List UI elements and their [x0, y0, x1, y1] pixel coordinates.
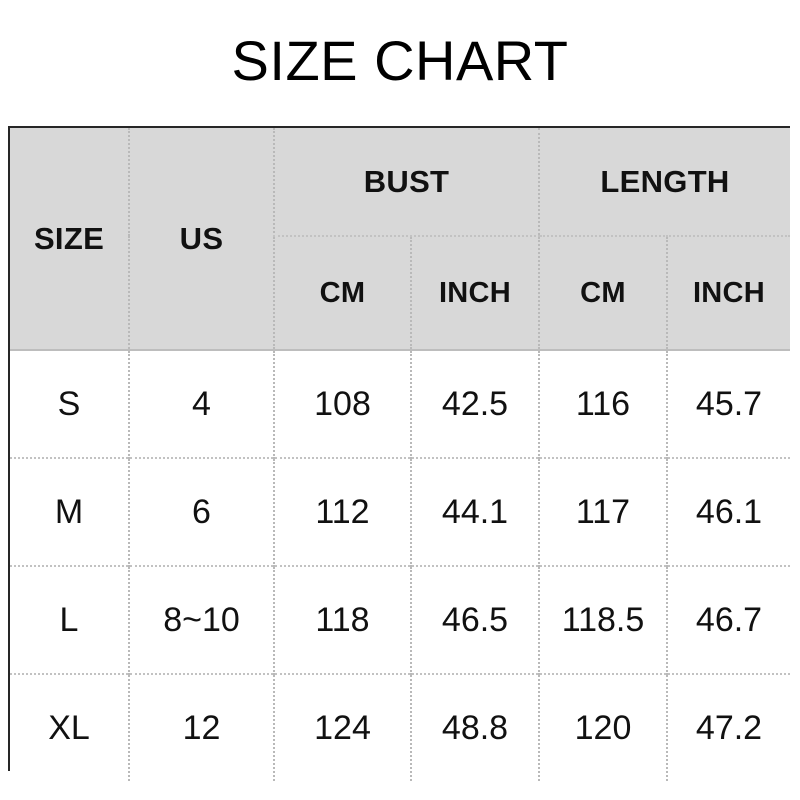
column-header-length-cm: CM	[538, 236, 667, 351]
cell-us: 8~10	[128, 565, 274, 674]
cell-length-cm: 117	[538, 457, 667, 566]
cell-bust-inch: 42.5	[410, 350, 539, 458]
table-row: S 4 108 42.5 116 45.7	[10, 350, 790, 458]
cell-us: 6	[128, 457, 274, 566]
size-chart-table-container: SIZE US BUST LENGTH CM INCH CM INCH S 4 …	[8, 126, 790, 781]
cell-bust-inch: 48.8	[410, 673, 539, 781]
table-row: M 6 112 44.1 117 46.1	[10, 457, 790, 566]
cell-size: L	[10, 565, 129, 674]
cell-length-cm: 118.5	[538, 565, 667, 674]
size-chart-table: SIZE US BUST LENGTH CM INCH CM INCH S 4 …	[10, 128, 790, 781]
table-row: XL 12 124 48.8 120 47.2	[10, 673, 790, 781]
cell-length-inch: 45.7	[666, 350, 790, 458]
cell-bust-cm: 124	[273, 673, 411, 781]
cell-size: S	[10, 350, 129, 458]
cell-size: M	[10, 457, 129, 566]
cell-us: 4	[128, 350, 274, 458]
cell-bust-inch: 44.1	[410, 457, 539, 566]
cell-us: 12	[128, 673, 274, 781]
cell-length-inch: 47.2	[666, 673, 790, 781]
column-header-us: US	[128, 128, 274, 351]
cell-bust-cm: 108	[273, 350, 411, 458]
page-title: SIZE CHART	[231, 29, 569, 92]
column-header-size: SIZE	[10, 128, 129, 351]
cell-length-cm: 120	[538, 673, 667, 781]
table-header: SIZE US BUST LENGTH CM INCH CM INCH	[10, 128, 790, 351]
table-header-row-groups: SIZE US BUST LENGTH	[10, 128, 790, 351]
cell-size: XL	[10, 673, 129, 781]
cell-length-inch: 46.7	[666, 565, 790, 674]
column-header-bust: BUST	[273, 128, 539, 237]
cell-bust-cm: 112	[273, 457, 411, 566]
table-body: S 4 108 42.5 116 45.7 M 6 112 44.1 117 4…	[10, 350, 790, 781]
column-header-length-inch: INCH	[666, 236, 790, 351]
column-header-bust-inch: INCH	[410, 236, 539, 351]
cell-bust-cm: 118	[273, 565, 411, 674]
cell-length-cm: 116	[538, 350, 667, 458]
table-header-row-units: CM INCH CM INCH	[10, 236, 790, 351]
cell-bust-inch: 46.5	[410, 565, 539, 674]
cell-length-inch: 46.1	[666, 457, 790, 566]
column-header-bust-cm: CM	[273, 236, 411, 351]
table-row: L 8~10 118 46.5 118.5 46.7	[10, 565, 790, 674]
column-header-length: LENGTH	[538, 128, 790, 237]
